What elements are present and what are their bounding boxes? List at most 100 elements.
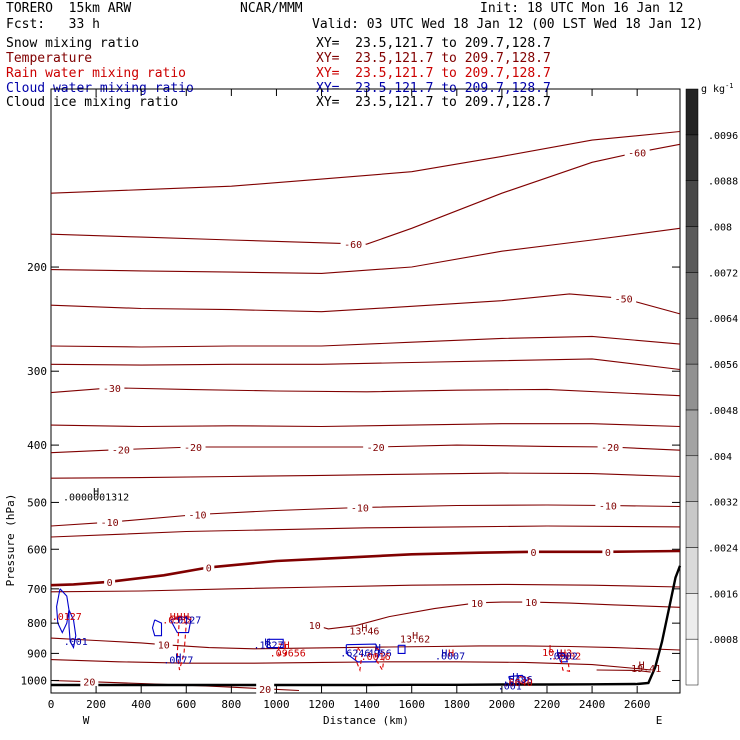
temperature-contour (50, 472, 681, 479)
contour-label-bg (340, 238, 366, 251)
field-label-snow: Snow mixing ratio (6, 36, 140, 51)
temperature-contour-label: -20 (367, 443, 385, 454)
field-xy-snow: XY= 23.5,121.7 to 209.7,128.7 (316, 36, 551, 51)
extremum-label: 10 (542, 648, 554, 659)
x-tick-label: 1200 (308, 698, 335, 711)
extremum-label: H (284, 641, 290, 652)
temperature-contour (50, 387, 681, 397)
temperature-contour-label: -30 (103, 384, 121, 395)
contour-label-bg (154, 638, 173, 651)
temperature-contour (50, 335, 681, 348)
temperature-contour-label: -20 (184, 443, 202, 454)
y-tick-label: 900 (27, 647, 47, 660)
field-label-rain: Rain water mixing ratio (6, 66, 187, 81)
colorbar-tick-label: .0056 (708, 360, 738, 371)
terrain-surface-line (51, 565, 682, 687)
temperature-contour-label: -10 (189, 510, 207, 521)
contour-label-bg (305, 619, 324, 632)
colorbar-segment (685, 317, 699, 365)
extremum-label: .1827 (254, 641, 284, 652)
temperature-contour-label: 20 (259, 685, 271, 696)
extremum-label: H (639, 661, 645, 672)
y-tick-label: 400 (27, 439, 47, 452)
forecast-hour: Fcst: 33 h (6, 17, 100, 32)
colorbar-segment (685, 134, 699, 181)
temperature-contour-label: -10 (101, 518, 119, 529)
temperature-contour (50, 549, 681, 587)
temperature-contour (50, 525, 681, 538)
y-tick-label: 600 (27, 543, 47, 556)
temperature-contour-label: -10 (351, 504, 369, 515)
extremum-label: H (441, 648, 447, 659)
contour-label-bg (602, 545, 614, 558)
y-tick-label: 800 (27, 617, 47, 630)
cloud-water-contour (508, 674, 528, 685)
contour-label-bg (595, 499, 621, 512)
extremum-label: H3 (560, 648, 572, 659)
extremum-label: .09656 (270, 648, 306, 659)
extremum-label: .0127 (52, 612, 82, 623)
y-tick-label: 300 (27, 365, 47, 378)
y-tick-label: 1000 (21, 674, 48, 687)
contour-label-bg (80, 675, 99, 688)
colorbar-segment (685, 593, 699, 640)
rain-water-contour (278, 643, 287, 656)
temperature-contour (50, 130, 681, 194)
x-tick-label: 600 (176, 698, 196, 711)
y-tick-label: 500 (27, 496, 47, 509)
field-label-cloud-ice: Cloud ice mixing ratio (6, 95, 179, 110)
extremum-label: H (448, 648, 454, 659)
extremum-label: .0000001312 (63, 493, 129, 504)
colorbar-tick-label: .0048 (708, 406, 738, 417)
x-axis-label: Distance (km) (323, 714, 409, 727)
contour-label-bg (180, 441, 206, 454)
colorbar-tick-label: .004 (708, 452, 732, 463)
x-tick-label: 2000 (489, 698, 516, 711)
extremum-label: .001 (498, 681, 522, 692)
temperature-contour (50, 358, 681, 371)
field-label-cloud-water: Cloud water mixing ratio (6, 81, 194, 96)
x-tick-label: 1800 (444, 698, 471, 711)
extremum-label: .0077 (163, 655, 193, 666)
temperature-contour (50, 659, 651, 671)
rain-water-contour (176, 616, 187, 671)
valid-time: Valid: 03 UTC Wed 18 Jan 12 (00 LST Wed … (312, 17, 704, 32)
y-axis-label: Pressure (hPa) (4, 494, 17, 587)
contour-label-bg (597, 441, 623, 454)
temperature-contour-label: 10 (525, 598, 537, 609)
temperature-contour-label: 0 (605, 548, 611, 559)
field-xy-rain: XY= 23.5,121.7 to 209.7,128.7 (316, 66, 551, 81)
colorbar-segment (685, 455, 699, 502)
colorbar-segment (685, 638, 699, 686)
colorbar-segment (685, 547, 699, 594)
x-tick-label: 800 (221, 698, 241, 711)
contour-label-bg (611, 292, 637, 305)
x-tick-label: 1400 (353, 698, 380, 711)
colorbar-segment (685, 272, 699, 319)
extremum-label: H (556, 648, 562, 659)
extremum-label: .6246 (340, 649, 370, 660)
y-tick-label: 700 (27, 583, 47, 596)
y-tick-label: 200 (27, 261, 47, 274)
temperature-contour (50, 227, 681, 274)
right-end-label: E (656, 714, 663, 727)
extremum-label: .6640 (503, 678, 533, 689)
colorbar-tick-label: .008 (708, 223, 732, 234)
contour-label-bg (527, 545, 539, 558)
temperature-contour-label: -10 (599, 501, 617, 512)
temperature-contour (307, 601, 681, 630)
colorbar-segment (685, 363, 699, 411)
extremum-label: H (512, 672, 518, 683)
temperature-contour (50, 143, 681, 245)
cloud-water-contour (557, 652, 569, 663)
temperature-contour-label: -60 (344, 240, 362, 251)
contour-label-bg (363, 441, 389, 454)
plot-frame (50, 88, 681, 694)
x-tick-label: 1600 (398, 698, 425, 711)
rain-water-contour (375, 647, 386, 672)
colorbar-tick-label: .0064 (708, 314, 738, 325)
extremum-label: H (176, 612, 182, 623)
x-tick-label: 0 (48, 698, 55, 711)
field-label-temperature: Temperature (6, 51, 93, 66)
x-tick-label: 2400 (579, 698, 606, 711)
